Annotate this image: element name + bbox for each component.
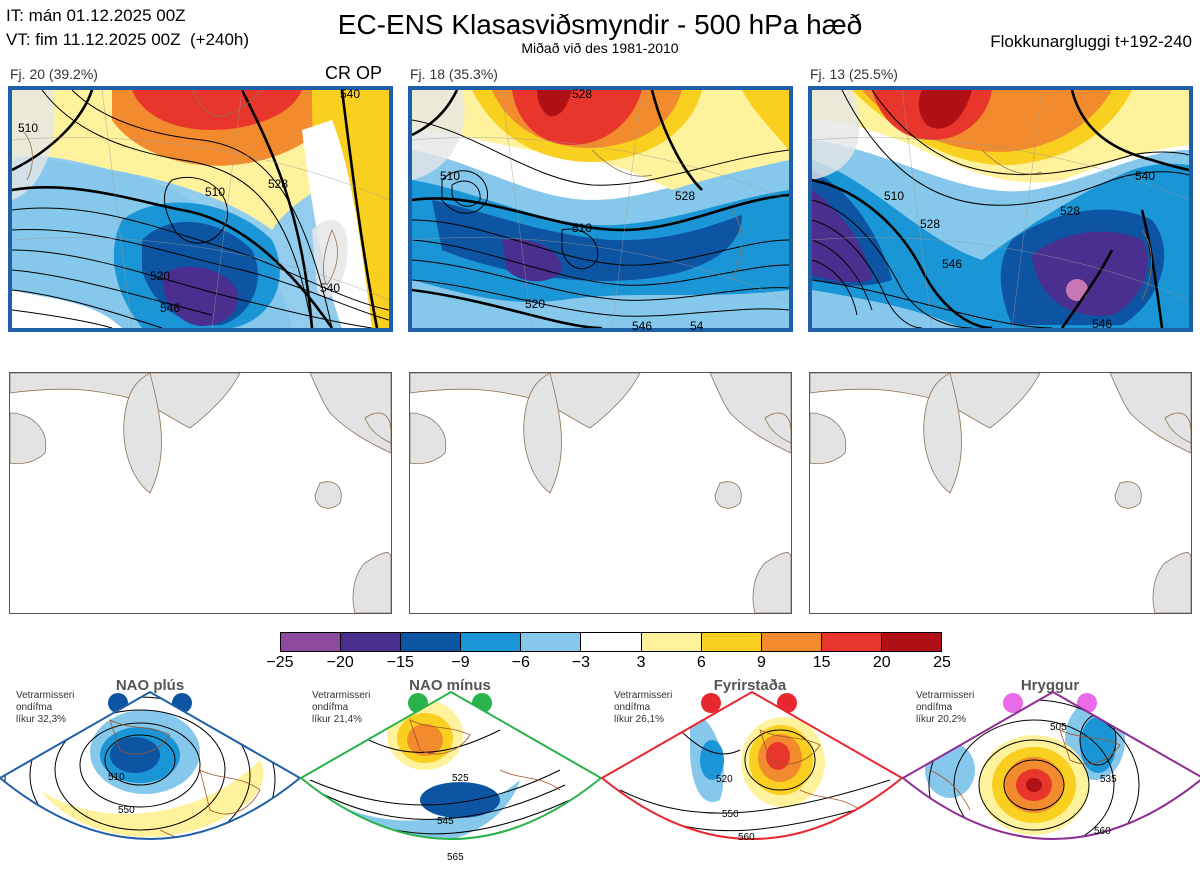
colorbar [280,632,942,652]
contour-label: 528 [572,87,592,101]
contour-label: 510 [18,121,38,135]
colorbar-segment [760,633,821,651]
contour-label: 520 [525,297,545,311]
window-label: Flokkunargluggi t+192-240 [990,32,1192,51]
cluster-1-map [8,86,393,332]
colorbar-tick-label: −20 [326,654,354,671]
svg-text:560: 560 [738,832,755,843]
colorbar-segment [880,633,942,651]
contour-label: 546 [942,257,962,271]
contour-label: 546 [1092,317,1112,331]
cluster-2-map [408,86,793,332]
cluster-3-map [808,86,1193,332]
colorbar-tick-label: 15 [812,654,831,671]
colorbar-tick-label: 20 [872,654,891,671]
regime-probability: Vetrarmisseri ondífma líkur 32,3% [16,690,75,725]
colorbar-segment [580,633,641,651]
cluster-1-label: Fj. 20 (39.2%) [10,66,98,82]
contour-label: 540 [340,87,360,101]
contour-label: 528 [1060,204,1080,218]
cluster-1-markers: CR OP [325,63,383,83]
colorbar-tick-label: 6 [696,654,706,671]
colorbar-tick-label: 25 [933,654,951,671]
svg-text:510: 510 [108,772,125,783]
svg-text:545: 545 [437,816,454,827]
page-subtitle: Miðað við des 1981-2010 [521,40,679,56]
basemap-1 [9,372,392,614]
colorbar-tick-label: −9 [451,654,470,671]
contour-label: 528 [268,177,288,191]
contour-label: 546 [632,319,652,333]
contour-label: 520 [150,269,170,283]
colorbar-tick-label: −25 [266,654,294,671]
colorbar-segment [820,633,881,651]
svg-text:565: 565 [447,852,464,863]
regime-name: NAO mínus [409,677,491,694]
colorbar-segment [400,633,461,651]
page-title: EC-ENS Klasasviðsmyndir - 500 hPa hæð [337,9,863,40]
contour-label: 546 [160,301,180,315]
colorbar-ticks: −25 −20 −15 −9 −6 −3 3 6 9 15 20 25 [0,654,1200,674]
contour-label: 510 [440,169,460,183]
colorbar-segment [520,633,581,651]
contour-label: 528 [920,217,940,231]
regime-name: Hryggur [1020,677,1080,694]
colorbar-tick-label: −3 [571,654,591,671]
svg-text:505: 505 [1050,722,1067,733]
colorbar-tick-label: −15 [386,654,414,671]
colorbar-segment [640,633,701,651]
svg-text:525: 525 [452,773,469,784]
regime-dot [1003,693,1023,713]
valid-time: VT: fim 11.12.2025 00Z (+240h) [6,30,250,49]
contour-label: 540 [320,281,340,295]
regime-maps: 510 550 525 545 565 [0,690,1200,863]
regime-probability: Vetrarmisseri ondífma líkur 26,1% [614,690,673,725]
contour-label: 54 [690,319,704,333]
cluster-3-label: Fj. 13 (25.5%) [810,66,898,82]
svg-text:520: 520 [716,774,733,785]
contour-label: 510 [205,185,225,199]
svg-text:550: 550 [722,809,739,820]
colorbar-segment [460,633,521,651]
basemap-2 [409,372,792,614]
regime-name: Fyrirstaða [713,677,787,694]
regime-dot [701,693,721,713]
contour-label: 510 [884,189,904,203]
cluster-2-label: Fj. 18 (35.3%) [410,66,498,82]
regime-name: NAO plús [115,677,185,694]
regime-probability: Vetrarmisseri ondífma líkur 21,4% [312,690,371,725]
cluster-contour-labels: 510 520 528 540 546 540 510 510 528 520 … [18,87,1155,333]
colorbar-segment [340,633,401,651]
init-time: IT: mán 01.12.2025 00Z [6,6,186,25]
colorbar-tick-label: 9 [757,654,766,671]
contour-label: 528 [675,189,695,203]
colorbar-tick-label: −6 [511,654,530,671]
svg-text:560: 560 [1094,826,1111,837]
basemap-3 [809,372,1192,614]
svg-text:550: 550 [118,805,135,816]
contour-label: 510 [572,221,592,235]
colorbar-tick-label: 3 [636,654,646,671]
regime-probability: Vetrarmisseri ondífma líkur 20,2% [916,690,975,725]
contour-label: 540 [1135,169,1155,183]
regime-dot [777,693,797,713]
colorbar-segment [700,633,761,651]
svg-text:535: 535 [1100,774,1117,785]
colorbar-segment [281,633,341,651]
